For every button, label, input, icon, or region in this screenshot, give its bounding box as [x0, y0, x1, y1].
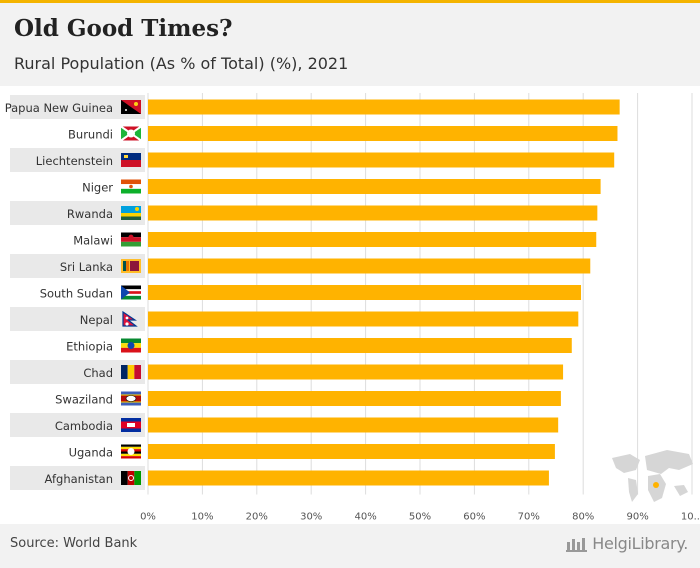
- country-label: Rwanda: [67, 207, 113, 221]
- malawi-flag: [121, 232, 141, 247]
- header: Old Good Times? Rural Population (As % o…: [0, 3, 700, 86]
- country-label: Swaziland: [55, 393, 113, 407]
- bar[interactable]: [148, 417, 559, 433]
- bar[interactable]: [148, 391, 561, 406]
- library-icon: [566, 537, 588, 552]
- country-label: Burundi: [68, 128, 113, 142]
- south-sudan-flag: [121, 285, 141, 300]
- x-tick-label: 10%: [191, 512, 213, 523]
- bar[interactable]: [148, 311, 579, 327]
- x-tick-label: 10...: [681, 512, 700, 523]
- chad-flag: [121, 365, 141, 379]
- country-label: Niger: [82, 181, 113, 195]
- bar[interactable]: [148, 258, 591, 274]
- bar-chart: Papua New Guinea Burundi Liechtenstein Nige…: [5, 93, 700, 523]
- source-label: Source: World Bank: [10, 536, 138, 551]
- brand-text: HelgiLibrary.: [592, 534, 688, 553]
- x-tick-label: 50%: [409, 512, 431, 523]
- country-label: Ethiopia: [66, 340, 113, 354]
- bar[interactable]: [148, 179, 601, 194]
- x-tick-label: 40%: [354, 512, 376, 523]
- liechtenstein-flag: [121, 153, 141, 167]
- ethiopia-flag: [121, 338, 141, 353]
- country-label: Chad: [83, 366, 113, 380]
- rwanda-flag: [121, 206, 141, 220]
- page-title: Old Good Times?: [14, 15, 233, 42]
- papua-new-guinea-flag: [121, 100, 141, 114]
- bar[interactable]: [148, 470, 549, 486]
- bar[interactable]: [148, 444, 555, 459]
- page-subtitle: Rural Population (As % of Total) (%), 20…: [14, 54, 349, 73]
- country-label: Afghanistan: [45, 472, 113, 486]
- country-label: Uganda: [69, 446, 113, 460]
- cambodia-flag: [121, 418, 141, 432]
- bar[interactable]: [148, 99, 620, 115]
- country-label: Sri Lanka: [60, 260, 113, 274]
- brand-logo[interactable]: HelgiLibrary.: [566, 534, 688, 553]
- world-map-icon: [612, 450, 693, 502]
- niger-flag: [121, 179, 141, 194]
- bar[interactable]: [148, 152, 615, 168]
- country-label: Nepal: [80, 313, 113, 327]
- top-accent-rule: [0, 0, 700, 3]
- x-tick-label: 90%: [626, 512, 648, 523]
- bar[interactable]: [148, 232, 597, 247]
- x-tick-label: 60%: [463, 512, 485, 523]
- country-label: Papua New Guinea: [5, 101, 113, 115]
- bar[interactable]: [148, 126, 618, 141]
- x-tick-label: 80%: [572, 512, 594, 523]
- bar[interactable]: [148, 205, 598, 221]
- country-label: Malawi: [73, 234, 113, 248]
- x-tick-label: 20%: [246, 512, 268, 523]
- country-label: Cambodia: [55, 419, 113, 433]
- sri-lanka-flag: [121, 259, 141, 273]
- afghanistan-flag: [121, 471, 141, 485]
- x-tick-label: 70%: [518, 512, 540, 523]
- nepal-flag: [122, 310, 138, 327]
- burundi-flag: [120, 125, 142, 142]
- bar[interactable]: [148, 364, 564, 380]
- x-tick-label: 30%: [300, 512, 322, 523]
- country-label: South Sudan: [40, 287, 113, 301]
- x-tick-label: 0%: [140, 512, 156, 523]
- bar[interactable]: [148, 285, 582, 300]
- bar[interactable]: [148, 338, 572, 353]
- swaziland-flag: [121, 391, 141, 406]
- country-label: Liechtenstein: [36, 154, 113, 168]
- uganda-flag: [121, 444, 141, 459]
